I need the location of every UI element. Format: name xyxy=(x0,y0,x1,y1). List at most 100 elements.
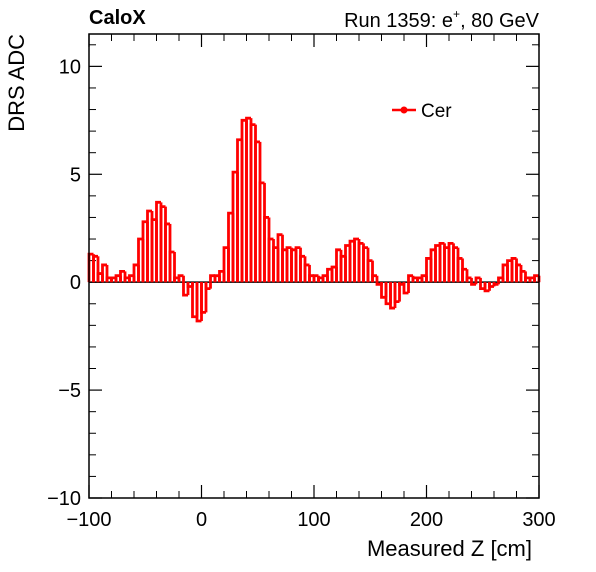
x-axis-title: Measured Z [cm] xyxy=(367,536,532,561)
histogram-bin xyxy=(155,200,161,283)
histogram-bin xyxy=(375,282,382,286)
histogram-bin xyxy=(384,282,391,306)
run-info-prefix: Run 1359: e xyxy=(344,10,454,32)
histogram-bin xyxy=(339,254,346,283)
minor-ticks xyxy=(89,34,539,498)
histogram-bin xyxy=(371,274,377,283)
histogram-bin xyxy=(168,250,175,283)
series-cer xyxy=(87,116,541,323)
run-info-charge: + xyxy=(453,7,461,21)
histogram-bin xyxy=(267,237,274,283)
histogram-bin xyxy=(128,274,134,283)
histogram-bin xyxy=(258,181,265,283)
histogram-bin xyxy=(182,282,188,297)
histogram-bin xyxy=(110,276,116,283)
histogram-bin xyxy=(470,282,476,286)
histogram-bin xyxy=(96,272,103,283)
x-tick-label: 200 xyxy=(410,509,443,531)
histogram-bin xyxy=(137,237,143,283)
histogram-bin xyxy=(497,276,503,283)
histogram-bin xyxy=(528,276,535,283)
histogram-bin xyxy=(105,276,112,283)
run-info-energy: , 80 GeV xyxy=(460,10,539,32)
histogram-bin xyxy=(501,263,508,283)
x-tick-label: −100 xyxy=(66,509,111,531)
histogram-bin xyxy=(438,241,445,283)
histogram-bin xyxy=(420,274,427,283)
histogram-bin xyxy=(519,269,526,283)
histogram-bin xyxy=(249,123,256,283)
histogram-bin xyxy=(357,241,364,283)
histogram-bin xyxy=(132,263,139,283)
histogram-bin xyxy=(245,116,251,283)
histogram-bin xyxy=(533,274,539,283)
histogram-bin xyxy=(299,254,305,283)
histogram-bin xyxy=(231,170,238,283)
histogram-bin xyxy=(362,246,368,283)
histogram-bin xyxy=(389,282,395,310)
y-tick-label: −10 xyxy=(47,488,81,510)
histogram-bin xyxy=(119,269,125,283)
histogram-bin xyxy=(227,211,233,283)
histogram-bin xyxy=(402,282,409,295)
histogram-bin xyxy=(303,263,310,283)
legend: Cer xyxy=(392,101,452,122)
histogram-bin xyxy=(308,274,314,283)
histogram-bin xyxy=(488,282,494,288)
histogram-bin xyxy=(411,276,418,283)
histogram-bin xyxy=(101,263,107,283)
y-tick-label: 5 xyxy=(70,164,81,186)
histogram-bin xyxy=(159,205,166,283)
histogram-bin xyxy=(173,276,179,283)
histogram-bin xyxy=(213,274,220,283)
histogram-bin xyxy=(456,257,463,283)
histogram-bin xyxy=(393,282,400,304)
histogram-bin xyxy=(123,276,130,283)
histogram-bin xyxy=(524,276,530,283)
plot-frame xyxy=(88,33,540,499)
series-layer xyxy=(87,116,541,323)
histogram-bin xyxy=(236,138,242,283)
histogram-bin xyxy=(465,276,472,283)
histogram-bin xyxy=(366,259,373,283)
y-tick-labels: −10 −5 0 5 10 xyxy=(47,56,81,510)
histogram-bin xyxy=(398,282,404,286)
histogram-bin xyxy=(200,282,206,314)
histogram-bin xyxy=(348,239,355,283)
y-tick-label: 10 xyxy=(59,56,81,78)
histogram-bin xyxy=(92,254,98,283)
histogram-bin xyxy=(312,274,319,283)
legend-marker-cer xyxy=(400,106,408,114)
histogram-bin xyxy=(195,282,202,323)
histogram-bin xyxy=(447,241,454,283)
histogram-bin xyxy=(380,282,386,299)
histogram-bin xyxy=(290,248,296,283)
histogram-bin xyxy=(164,222,170,283)
histogram-bin xyxy=(191,282,197,319)
histogram-bin xyxy=(285,246,292,283)
histogram-bin xyxy=(272,246,278,283)
histogram-bin xyxy=(479,282,485,291)
experiment-label: CaloX xyxy=(89,7,146,29)
histogram-bin xyxy=(254,140,260,283)
histogram-bin xyxy=(141,220,148,283)
y-tick-label: 0 xyxy=(70,272,81,294)
histogram-bin xyxy=(177,274,184,283)
histogram-bin xyxy=(150,218,157,283)
histogram-bin xyxy=(344,244,350,283)
histogram-bin xyxy=(510,257,517,283)
run-info-label: Run 1359: e+, 80 GeV xyxy=(344,7,539,33)
histogram-bin xyxy=(209,274,215,283)
histogram-bin xyxy=(335,248,341,283)
histogram-bin xyxy=(452,246,458,283)
x-tick-label: 300 xyxy=(522,509,555,531)
histogram-bin xyxy=(263,216,269,283)
histogram-bin xyxy=(407,274,413,283)
histogram-bin xyxy=(222,246,229,283)
histogram-bin xyxy=(492,282,499,286)
histogram-bin xyxy=(317,276,323,283)
histogram-bin xyxy=(240,118,247,283)
histogram-bin xyxy=(281,248,287,283)
